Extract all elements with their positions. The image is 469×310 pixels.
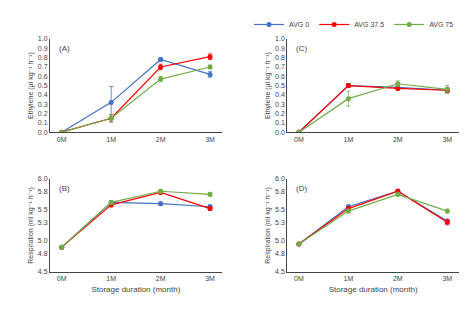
svg-text:0.8: 0.8 — [38, 54, 48, 61]
svg-text:0.1: 0.1 — [275, 119, 285, 126]
svg-text:1M: 1M — [344, 136, 354, 143]
svg-text:3M: 3M — [442, 136, 452, 143]
svg-text:0.2: 0.2 — [38, 110, 48, 117]
svg-text:4.8: 4.8 — [38, 250, 48, 257]
svg-text:0.9: 0.9 — [38, 45, 48, 52]
svg-text:0.5: 0.5 — [275, 82, 285, 89]
svg-text:5.8: 5.8 — [275, 188, 285, 195]
svg-text:AVG 75: AVG 75 — [429, 21, 453, 28]
svg-text:1M: 1M — [106, 275, 116, 282]
svg-text:1.0: 1.0 — [275, 35, 285, 42]
svg-text:5.5: 5.5 — [38, 206, 48, 213]
svg-text:2M: 2M — [156, 136, 166, 143]
svg-text:Respiration (ml kg⁻¹ h⁻¹): Respiration (ml kg⁻¹ h⁻¹) — [27, 187, 35, 264]
svg-text:Ethylene (µl kg⁻¹ h⁻¹): Ethylene (µl kg⁻¹ h⁻¹) — [27, 52, 35, 119]
svg-text:0.0: 0.0 — [38, 129, 48, 136]
svg-text:6.0: 6.0 — [275, 175, 285, 182]
svg-text:0.5: 0.5 — [38, 82, 48, 89]
svg-text:0.0: 0.0 — [275, 129, 285, 136]
svg-text:(A): (A) — [59, 44, 70, 53]
svg-text:0.2: 0.2 — [275, 110, 285, 117]
svg-text:1M: 1M — [106, 136, 116, 143]
svg-text:0.6: 0.6 — [38, 73, 48, 80]
svg-text:3M: 3M — [205, 275, 215, 282]
svg-text:3M: 3M — [205, 136, 215, 143]
svg-text:2M: 2M — [393, 136, 403, 143]
svg-text:0.3: 0.3 — [38, 101, 48, 108]
svg-text:6.0: 6.0 — [38, 175, 48, 182]
svg-text:0.9: 0.9 — [275, 45, 285, 52]
svg-text:5.8: 5.8 — [38, 188, 48, 195]
svg-text:2M: 2M — [156, 275, 166, 282]
svg-text:0.6: 0.6 — [275, 73, 285, 80]
svg-text:0M: 0M — [294, 136, 304, 143]
svg-text:0.4: 0.4 — [275, 91, 285, 98]
svg-text:0.3: 0.3 — [275, 101, 285, 108]
svg-text:4.8: 4.8 — [275, 250, 285, 257]
svg-text:5.0: 5.0 — [275, 237, 285, 244]
svg-text:AVG 0: AVG 0 — [289, 21, 309, 28]
svg-text:Storage duration (month): Storage duration (month) — [329, 285, 418, 294]
svg-text:0.1: 0.1 — [38, 119, 48, 126]
svg-text:0.8: 0.8 — [275, 54, 285, 61]
svg-text:0.4: 0.4 — [38, 91, 48, 98]
svg-text:3M: 3M — [442, 275, 452, 282]
svg-text:5.3: 5.3 — [38, 219, 48, 226]
svg-text:0.7: 0.7 — [275, 63, 285, 70]
svg-text:5.3: 5.3 — [275, 219, 285, 226]
svg-text:5.0: 5.0 — [38, 237, 48, 244]
svg-text:1M: 1M — [344, 275, 354, 282]
svg-text:(C): (C) — [296, 44, 307, 53]
svg-text:4.5: 4.5 — [38, 268, 48, 275]
svg-text:4.5: 4.5 — [275, 268, 285, 275]
svg-text:Ethylene (µl kg⁻¹ h⁻¹): Ethylene (µl kg⁻¹ h⁻¹) — [264, 52, 272, 119]
svg-text:0M: 0M — [57, 275, 67, 282]
svg-text:AVG 37.5: AVG 37.5 — [354, 21, 384, 28]
svg-text:0M: 0M — [57, 136, 67, 143]
svg-text:1.0: 1.0 — [38, 35, 48, 42]
svg-text:0M: 0M — [294, 275, 304, 282]
svg-text:(D): (D) — [296, 184, 307, 193]
svg-text:2M: 2M — [393, 275, 403, 282]
svg-text:(B): (B) — [59, 184, 70, 193]
svg-text:Storage duration (month): Storage duration (month) — [91, 285, 180, 294]
svg-text:0.7: 0.7 — [38, 63, 48, 70]
svg-text:Respiration (ml kg⁻¹ h⁻¹): Respiration (ml kg⁻¹ h⁻¹) — [264, 187, 272, 264]
svg-text:5.5: 5.5 — [275, 206, 285, 213]
